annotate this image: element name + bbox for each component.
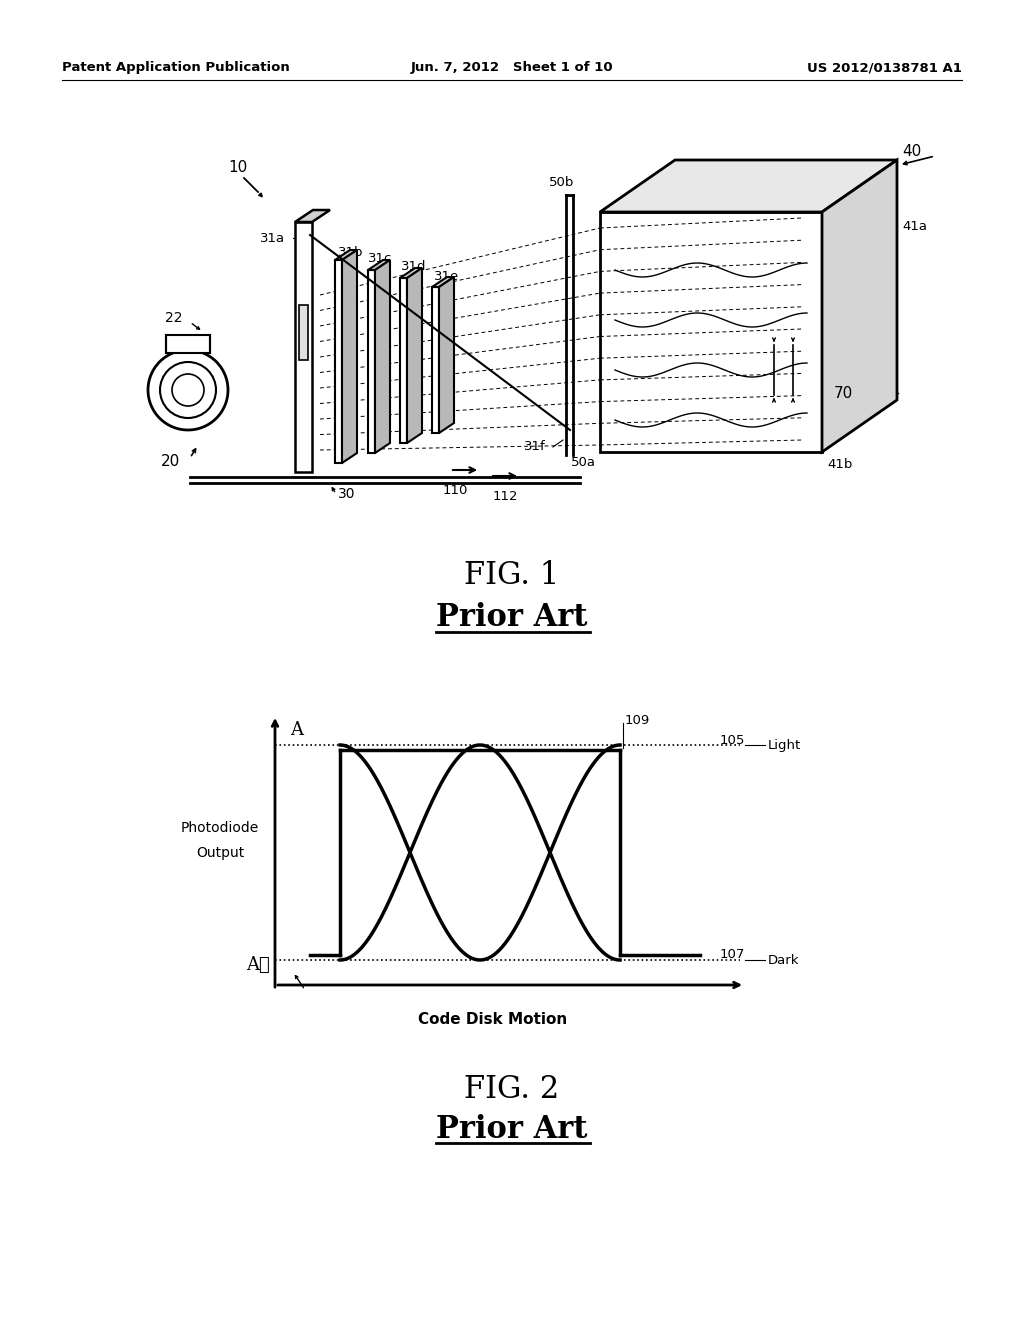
Text: Patent Application Publication: Patent Application Publication	[62, 62, 290, 74]
Text: Photodiode: Photodiode	[181, 821, 259, 834]
Text: 41a: 41a	[902, 220, 927, 234]
Text: 107: 107	[720, 949, 745, 961]
Text: 31a: 31a	[260, 231, 285, 244]
Bar	[335, 260, 342, 463]
Bar	[400, 279, 407, 444]
Text: Output: Output	[196, 846, 244, 859]
Text: 31e: 31e	[434, 269, 459, 282]
Text: 50a: 50a	[571, 455, 596, 469]
Text: 112: 112	[493, 490, 518, 503]
Text: Aℓ: Aℓ	[246, 956, 270, 974]
Text: 30: 30	[338, 487, 355, 502]
Bar	[295, 222, 312, 473]
Text: 109: 109	[625, 714, 650, 726]
Text: Prior Art: Prior Art	[436, 1114, 588, 1146]
Polygon shape	[400, 268, 422, 279]
Bar	[166, 335, 210, 352]
Text: Prior Art: Prior Art	[436, 602, 588, 634]
Bar	[600, 213, 822, 451]
Polygon shape	[822, 160, 897, 451]
Bar	[368, 271, 375, 453]
Text: 40: 40	[902, 144, 922, 160]
Text: 31b: 31b	[338, 246, 364, 259]
Text: 22: 22	[166, 312, 183, 325]
Bar	[299, 305, 308, 360]
Text: Dark: Dark	[768, 953, 800, 966]
Polygon shape	[407, 268, 422, 444]
Polygon shape	[295, 210, 330, 222]
Text: 20: 20	[161, 454, 180, 470]
Polygon shape	[368, 260, 390, 271]
Text: A: A	[290, 721, 303, 739]
Polygon shape	[600, 160, 897, 213]
Polygon shape	[439, 277, 454, 433]
Text: 105: 105	[720, 734, 745, 747]
Text: Code Disk Motion: Code Disk Motion	[418, 1012, 567, 1027]
Text: 10: 10	[228, 161, 247, 176]
Polygon shape	[342, 249, 357, 463]
Polygon shape	[432, 277, 454, 286]
Text: FIG. 1: FIG. 1	[464, 561, 560, 591]
Text: 41b: 41b	[827, 458, 852, 470]
Text: Light: Light	[768, 738, 801, 751]
Text: US 2012/0138781 A1: US 2012/0138781 A1	[807, 62, 962, 74]
Text: 31d: 31d	[401, 260, 427, 273]
Text: 70: 70	[834, 385, 853, 400]
Text: 110: 110	[442, 483, 468, 496]
Text: 31f: 31f	[524, 441, 546, 454]
Text: 50b: 50b	[549, 176, 574, 189]
Polygon shape	[375, 260, 390, 453]
Text: Jun. 7, 2012   Sheet 1 of 10: Jun. 7, 2012 Sheet 1 of 10	[411, 62, 613, 74]
Text: FIG. 2: FIG. 2	[464, 1074, 560, 1106]
Text: 31c: 31c	[368, 252, 392, 265]
Bar	[432, 286, 439, 433]
Polygon shape	[335, 249, 357, 260]
